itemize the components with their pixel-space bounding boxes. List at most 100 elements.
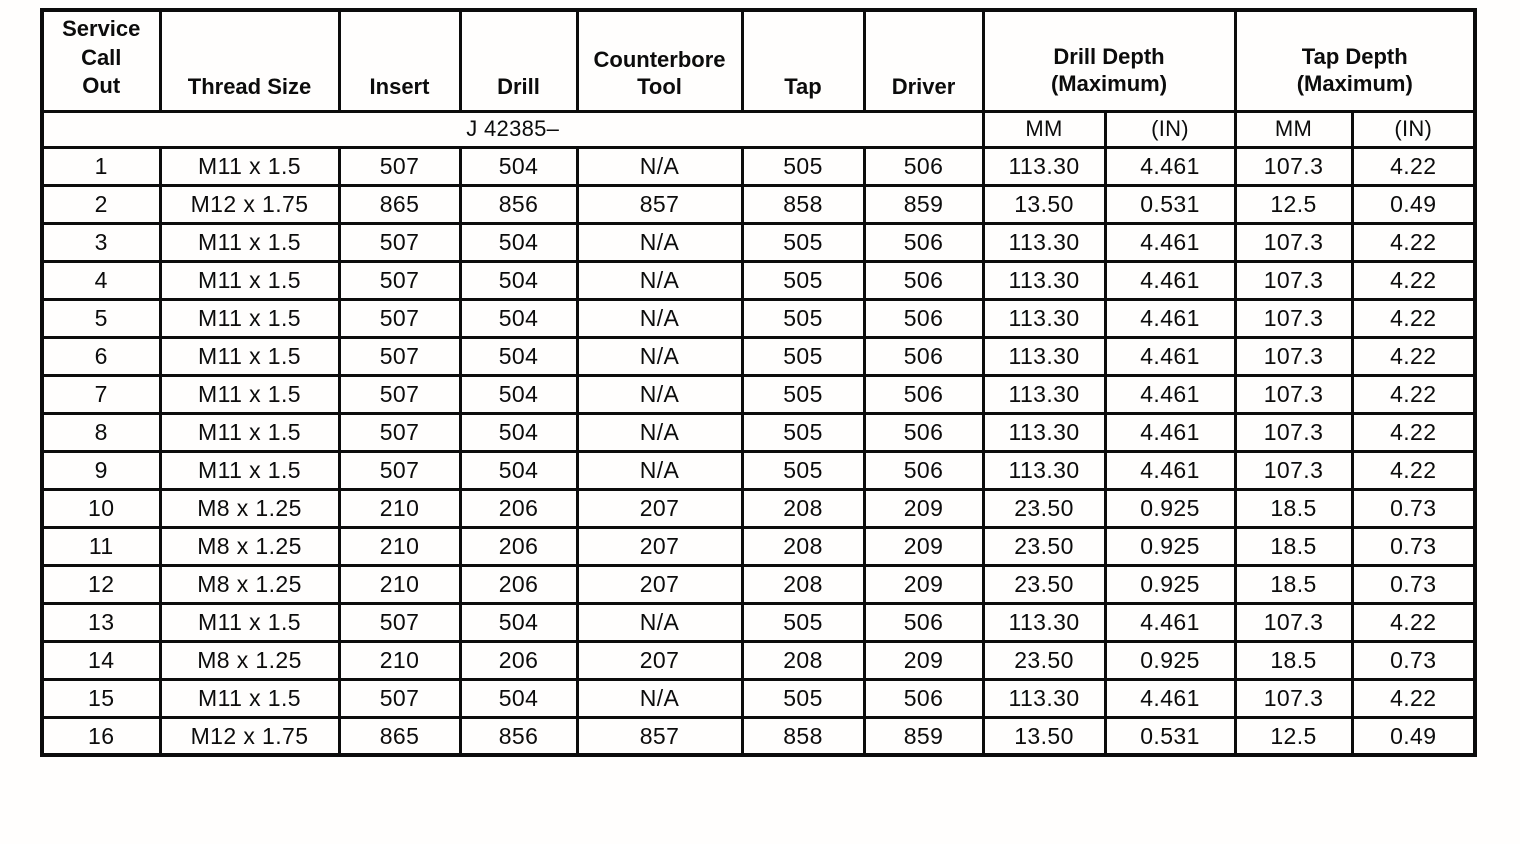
cell-drill-depth-in: 0.531 — [1103, 183, 1237, 225]
col-header-insert: Insert — [337, 8, 462, 113]
cell-tap-depth-in: 4.22 — [1350, 411, 1477, 453]
cell-drill-depth-in: 4.461 — [1103, 259, 1237, 301]
cell-driver: 209 — [862, 487, 985, 529]
cell-thread-size: M11 x 1.5 — [158, 145, 341, 187]
cell-tap: 505 — [740, 259, 866, 301]
table-row: 16 M12 x 1.75 865 856 857 858 859 13.50 0.531 12.… — [40, 715, 1477, 757]
cell-drill-depth-mm: 23.50 — [981, 525, 1107, 567]
cell-tap-depth-in: 4.22 — [1350, 373, 1477, 415]
cell-thread-size: M11 x 1.5 — [158, 411, 341, 453]
cell-counterbore-tool: N/A — [575, 373, 744, 415]
cell-tap-depth-mm: 18.5 — [1233, 487, 1354, 529]
cell-insert: 210 — [337, 639, 462, 681]
cell-tap-depth-mm: 18.5 — [1233, 639, 1354, 681]
cell-driver: 209 — [862, 639, 985, 681]
cell-thread-size: M8 x 1.25 — [158, 563, 341, 605]
cell-drill-depth-mm: 113.30 — [981, 677, 1107, 719]
cell-service-call-out: 9 — [40, 449, 162, 491]
insert-drill-tap-spec-table: Service Call Out Thread Size Insert Dril… — [40, 8, 1477, 758]
cell-tap-depth-in: 4.22 — [1350, 259, 1477, 301]
cell-insert: 865 — [337, 183, 462, 225]
spec-table-body: 1 M11 x 1.5 507 504 N/A 505 506 113.30 4.461 107.… — [40, 145, 1477, 757]
cell-counterbore-tool: 207 — [575, 563, 744, 605]
cell-drill-depth-in: 4.461 — [1103, 373, 1237, 415]
cell-tap-depth-mm: 107.3 — [1233, 297, 1354, 339]
cell-counterbore-tool: N/A — [575, 221, 744, 263]
cell-driver: 506 — [862, 449, 985, 491]
cell-drill-depth-in: 4.461 — [1103, 601, 1237, 643]
cell-insert: 865 — [337, 715, 462, 757]
cell-tap-depth-in: 0.73 — [1350, 487, 1477, 529]
cell-drill-depth-mm: 113.30 — [981, 601, 1107, 643]
cell-tap: 208 — [740, 563, 866, 605]
cell-tap-depth-in: 4.22 — [1350, 601, 1477, 643]
cell-driver: 209 — [862, 563, 985, 605]
cell-tap: 505 — [740, 297, 866, 339]
cell-driver: 859 — [862, 715, 985, 757]
subheader-row: J 42385– MM (IN) MM (IN) — [40, 109, 1477, 149]
unit-tap-depth-in: (IN) — [1350, 109, 1477, 149]
cell-thread-size: M11 x 1.5 — [158, 601, 341, 643]
cell-tap-depth-mm: 12.5 — [1233, 183, 1354, 225]
header-row: Service Call Out Thread Size Insert Dril… — [40, 8, 1477, 113]
cell-drill-depth-mm: 13.50 — [981, 183, 1107, 225]
cell-service-call-out: 3 — [40, 221, 162, 263]
cell-insert: 210 — [337, 525, 462, 567]
cell-tap-depth-mm: 107.3 — [1233, 677, 1354, 719]
cell-tap-depth-mm: 12.5 — [1233, 715, 1354, 757]
cell-service-call-out: 14 — [40, 639, 162, 681]
cell-tap-depth-in: 4.22 — [1350, 449, 1477, 491]
cell-tap: 858 — [740, 183, 866, 225]
cell-insert: 507 — [337, 373, 462, 415]
cell-insert: 507 — [337, 335, 462, 377]
cell-drill-depth-mm: 113.30 — [981, 449, 1107, 491]
cell-thread-size: M11 x 1.5 — [158, 297, 341, 339]
cell-tap: 505 — [740, 449, 866, 491]
cell-drill-depth-in: 4.461 — [1103, 221, 1237, 263]
col-header-thread-size: Thread Size — [158, 8, 341, 113]
cell-tap-depth-mm: 107.3 — [1233, 335, 1354, 377]
cell-tap: 505 — [740, 221, 866, 263]
cell-tap: 505 — [740, 411, 866, 453]
cell-tap: 505 — [740, 677, 866, 719]
cell-driver: 506 — [862, 373, 985, 415]
cell-tap-depth-mm: 107.3 — [1233, 145, 1354, 187]
cell-drill-depth-mm: 113.30 — [981, 411, 1107, 453]
cell-driver: 209 — [862, 525, 985, 567]
cell-insert: 507 — [337, 221, 462, 263]
cell-drill: 504 — [458, 449, 579, 491]
cell-drill-depth-in: 4.461 — [1103, 677, 1237, 719]
cell-counterbore-tool: N/A — [575, 335, 744, 377]
unit-tap-depth-mm: MM — [1233, 109, 1354, 149]
cell-counterbore-tool: N/A — [575, 411, 744, 453]
cell-counterbore-tool: N/A — [575, 259, 744, 301]
cell-drill: 206 — [458, 487, 579, 529]
cell-service-call-out: 5 — [40, 297, 162, 339]
cell-drill-depth-mm: 113.30 — [981, 335, 1107, 377]
cell-insert: 210 — [337, 487, 462, 529]
cell-driver: 506 — [862, 601, 985, 643]
cell-driver: 506 — [862, 335, 985, 377]
cell-insert: 507 — [337, 259, 462, 301]
col-header-driver: Driver — [862, 8, 985, 113]
cell-drill-depth-in: 0.925 — [1103, 563, 1237, 605]
table-row: 6 M11 x 1.5 507 504 N/A 505 506 113.30 4.461 107.… — [40, 335, 1477, 377]
cell-service-call-out: 8 — [40, 411, 162, 453]
cell-service-call-out: 12 — [40, 563, 162, 605]
cell-drill: 856 — [458, 183, 579, 225]
cell-tap: 208 — [740, 487, 866, 529]
cell-drill: 504 — [458, 373, 579, 415]
cell-tap-depth-in: 0.73 — [1350, 563, 1477, 605]
unit-drill-depth-mm: MM — [981, 109, 1107, 149]
cell-service-call-out: 2 — [40, 183, 162, 225]
cell-service-call-out: 15 — [40, 677, 162, 719]
cell-insert: 507 — [337, 297, 462, 339]
cell-drill-depth-mm: 23.50 — [981, 563, 1107, 605]
cell-drill-depth-mm: 113.30 — [981, 297, 1107, 339]
cell-tap-depth-mm: 107.3 — [1233, 221, 1354, 263]
cell-service-call-out: 1 — [40, 145, 162, 187]
table-row: 5 M11 x 1.5 507 504 N/A 505 506 113.30 4.461 107.… — [40, 297, 1477, 339]
cell-service-call-out: 4 — [40, 259, 162, 301]
cell-insert: 210 — [337, 563, 462, 605]
